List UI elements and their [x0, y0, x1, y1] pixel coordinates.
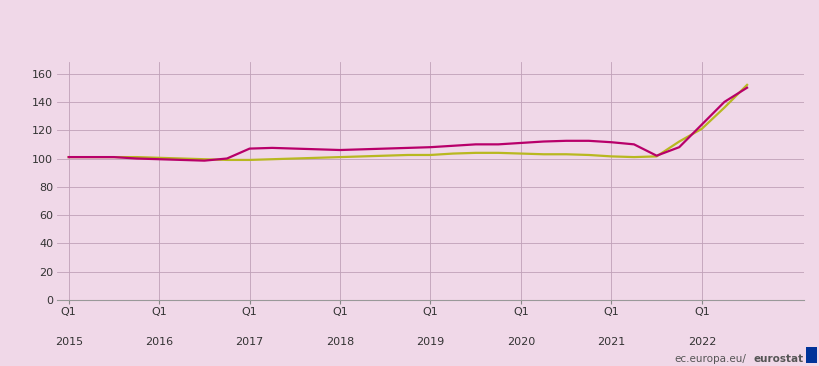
Text: 2019: 2019 [416, 337, 444, 347]
Text: 2021: 2021 [596, 337, 625, 347]
Text: 2018: 2018 [325, 337, 354, 347]
Text: eurostat: eurostat [753, 354, 803, 364]
Text: 2020: 2020 [506, 337, 535, 347]
Text: ec.europa.eu/: ec.europa.eu/ [673, 354, 745, 364]
Text: 2015: 2015 [55, 337, 83, 347]
Text: 2022: 2022 [687, 337, 715, 347]
Text: 2016: 2016 [145, 337, 173, 347]
Text: 2017: 2017 [235, 337, 264, 347]
